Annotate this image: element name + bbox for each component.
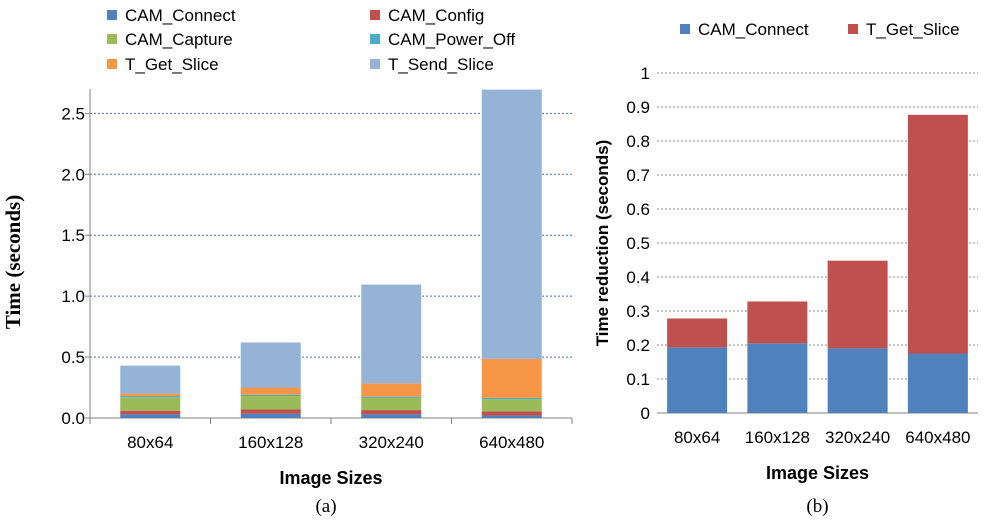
bar-t-send-slice-160x128: [240, 342, 301, 388]
x-tick-label: 320x240: [359, 433, 424, 452]
bar-cam-config-160x128: [240, 409, 301, 414]
y-tick-label: 2.5: [61, 104, 85, 123]
bar-cam-capture-80x64: [120, 397, 181, 411]
legend-entry: CAM_Connect: [698, 20, 809, 39]
legend-swatch: [107, 34, 117, 44]
y-tick-label: 1.0: [61, 287, 85, 306]
legend-entry: CAM_Config: [388, 6, 484, 25]
legend-swatch: [370, 34, 380, 44]
bar-t-send-slice-80x64: [120, 365, 181, 394]
legend-swatch: [848, 24, 858, 34]
y-tick-label: 0.7: [626, 166, 650, 185]
legend-swatch: [107, 59, 117, 69]
bar-cam-power-off-640x480: [481, 397, 542, 400]
bar-t-send-slice-640x480: [481, 89, 542, 359]
bar-t-get-slice-80x64: [120, 393, 181, 397]
legend-swatch: [370, 59, 380, 69]
bar-cam-connect-80x64: [667, 347, 728, 413]
y-tick-label: 0.9: [626, 98, 650, 117]
x-tick-label: 160x128: [745, 428, 810, 447]
legend-entry: CAM_Power_Off: [388, 30, 516, 49]
bar-cam-config-320x240: [361, 410, 422, 415]
panel-label: (a): [315, 496, 336, 517]
bar-cam-capture-320x240: [361, 397, 422, 411]
legend-entry: T_Send_Slice: [388, 55, 494, 74]
y-tick-label: 0.0: [61, 409, 85, 428]
bar-t-get-slice-320x240: [827, 260, 888, 349]
x-tick-label: 640x480: [905, 428, 970, 447]
bar-cam-connect-160x128: [747, 343, 808, 413]
y-tick-label: 0.3: [626, 302, 650, 321]
legend-swatch: [680, 24, 690, 34]
bar-t-get-slice-640x480: [481, 358, 542, 398]
y-tick-label: 1.5: [61, 226, 85, 245]
panel-label: (b): [806, 496, 828, 517]
bar-cam-connect-640x480: [481, 415, 542, 418]
legend-entry: T_Get_Slice: [866, 20, 960, 39]
x-axis-title: Image Sizes: [279, 468, 382, 488]
y-tick-label: 0.1: [626, 370, 650, 389]
legend-swatch: [370, 10, 380, 20]
y-tick-label: 0.5: [626, 234, 650, 253]
bar-cam-power-off-320x240: [361, 396, 422, 398]
bar-cam-connect-160x128: [240, 413, 301, 418]
bar-cam-power-off-80x64: [120, 396, 181, 398]
y-tick-label: 0.5: [61, 348, 85, 367]
bar-t-get-slice-320x240: [361, 383, 422, 397]
bar-t-get-slice-160x128: [240, 387, 301, 395]
bar-cam-capture-160x128: [240, 396, 301, 410]
x-tick-label: 160x128: [238, 433, 303, 452]
x-tick-label: 80x64: [674, 428, 720, 447]
y-tick-label: 0.4: [626, 268, 650, 287]
x-tick-label: 640x480: [479, 433, 544, 452]
y-tick-label: 0: [641, 404, 650, 423]
y-tick-label: 1: [641, 64, 650, 83]
y-tick-label: 2.0: [61, 165, 85, 184]
bar-cam-connect-80x64: [120, 414, 181, 418]
bar-t-get-slice-640x480: [907, 114, 968, 354]
legend-entry: T_Get_Slice: [125, 55, 219, 74]
y-tick-label: 0.6: [626, 200, 650, 219]
legend-swatch: [107, 10, 117, 20]
x-tick-label: 80x64: [127, 433, 173, 452]
bar-cam-connect-320x240: [361, 414, 422, 418]
bar-t-send-slice-320x240: [361, 284, 422, 384]
bar-cam-connect-320x240: [827, 348, 888, 413]
bar-t-get-slice-80x64: [667, 318, 728, 348]
legend-entry: CAM_Capture: [125, 30, 233, 49]
y-axis-title: Time (seconds): [1, 195, 25, 329]
x-tick-label: 320x240: [825, 428, 890, 447]
y-axis-title: Time reduction (seconds): [593, 140, 612, 347]
bar-cam-config-640x480: [481, 411, 542, 416]
bar-cam-connect-640x480: [907, 353, 968, 413]
bar-cam-config-80x64: [120, 410, 181, 415]
y-tick-label: 0.8: [626, 132, 650, 151]
bar-t-get-slice-160x128: [747, 301, 808, 344]
bar-cam-capture-640x480: [481, 399, 542, 412]
legend-entry: CAM_Connect: [125, 6, 236, 25]
y-tick-label: 0.2: [626, 336, 650, 355]
bar-cam-power-off-160x128: [240, 394, 301, 397]
x-axis-title: Image Sizes: [766, 463, 869, 483]
